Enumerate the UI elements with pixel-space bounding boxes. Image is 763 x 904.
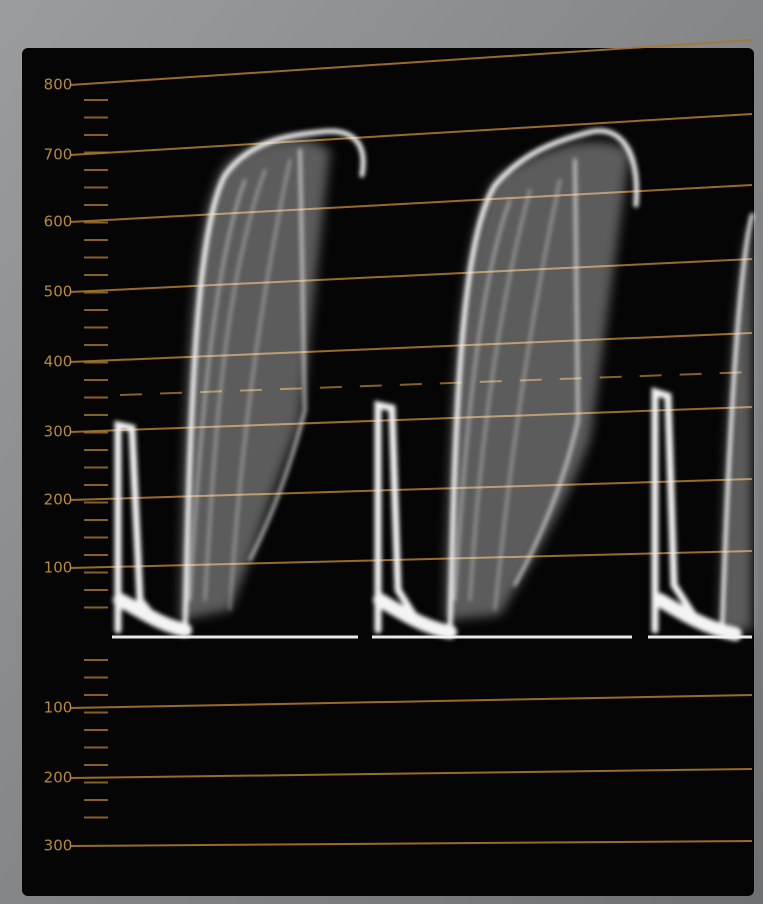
- scale-label: 600: [44, 213, 73, 231]
- scale-label: 700: [44, 146, 73, 164]
- graticule-line: [69, 694, 753, 709]
- graticule-line: [69, 840, 753, 847]
- waveform: [113, 128, 754, 641]
- minor-ticks: [84, 99, 753, 819]
- scale-label: 100: [44, 559, 73, 577]
- scale-label: 300: [44, 423, 73, 441]
- scale-label: 500: [44, 283, 73, 301]
- scale-label: 100: [44, 699, 73, 717]
- scale-label: 200: [44, 769, 73, 787]
- graticule: 800 700 600 500 400 300 200 100 100 200 300: [44, 39, 753, 855]
- graticule-line: [69, 258, 753, 293]
- graticule-line: [69, 768, 753, 779]
- graticule-line: [69, 113, 753, 156]
- scale-label: 200: [44, 491, 73, 509]
- graticule-line: [69, 332, 753, 363]
- scale-label: 800: [44, 76, 73, 94]
- graticule-line: [69, 406, 753, 433]
- graticule-line: [69, 39, 753, 86]
- dashed-reference: [119, 371, 753, 396]
- scale-label: 300: [44, 837, 73, 855]
- scale-label: 400: [44, 353, 73, 371]
